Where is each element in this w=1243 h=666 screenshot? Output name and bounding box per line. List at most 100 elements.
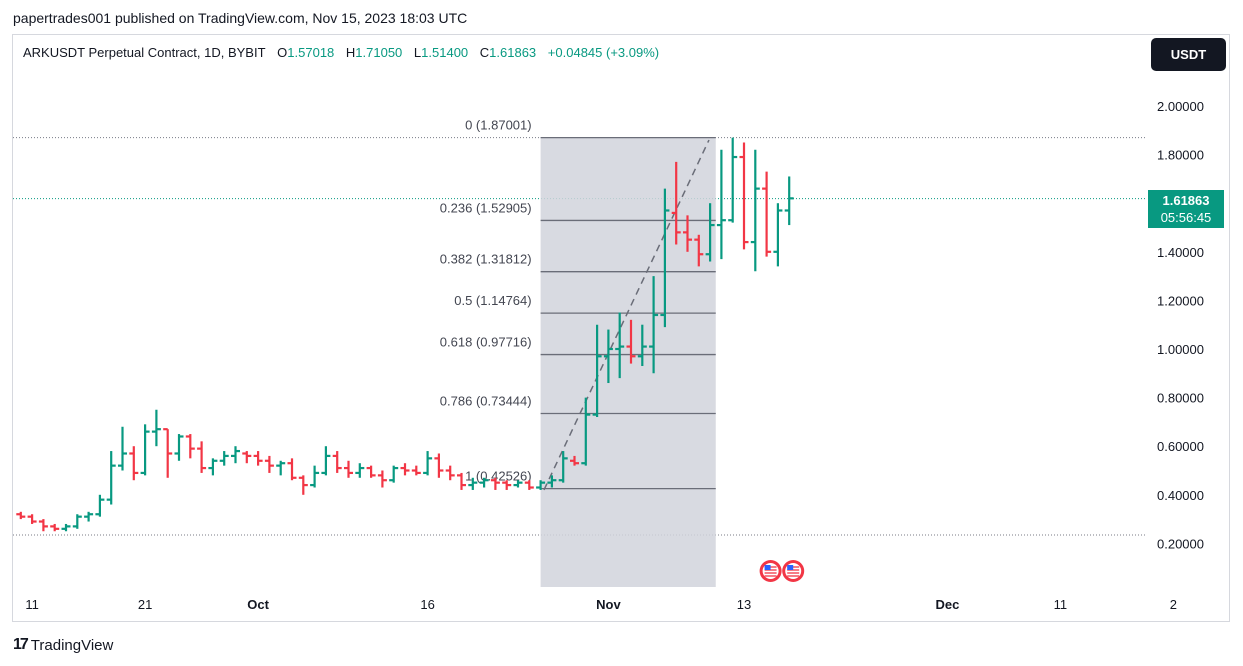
ohlc-bar [615,312,625,379]
y-tick-label: 0.20000 [1157,536,1204,551]
open-label: O [277,45,288,60]
ohlc-bar [310,465,320,488]
tradingview-logo-icon: 17 [13,636,29,653]
ohlc-bar [490,477,500,490]
ohlc-bar [558,451,568,483]
y-tick-label: 2.00000 [1157,99,1204,114]
ohlc-bar [479,477,489,488]
ohlc-bar [50,523,60,532]
ohlc-bar [140,424,150,476]
ohlc-bar [118,426,127,471]
x-tick-label: Oct [247,597,269,612]
low-value: 1.51400 [421,45,469,60]
ohlc-bar [683,215,692,252]
ohlc-bar [16,511,26,520]
y-tick-label: 0.60000 [1157,439,1204,454]
open-value: 1.57018 [287,45,335,60]
ohlc-bar [581,397,591,466]
y-tick-label: 1.40000 [1157,245,1204,260]
ohlc-bar [445,465,455,481]
ohlc-bar [457,472,466,490]
ohlc-bar [72,514,82,529]
fib-zone [540,137,716,587]
high-value: 1.71050 [355,45,403,60]
ohlc-bar [694,234,704,267]
ohlc-bar [626,319,636,364]
flag-canton [764,565,771,570]
ohlc-bar [423,451,433,476]
tradingview-logo[interactable]: 17 TradingView [13,636,113,654]
ohlc-bars [16,137,794,532]
ohlc-bar [750,149,760,272]
x-tick-label: 21 [138,597,152,612]
ohlc-bar [27,514,37,524]
ohlc-bar [649,276,659,374]
x-tick-label: 13 [737,597,751,612]
ohlc-bar [276,460,286,476]
ohlc-bar [536,480,546,490]
flag-canton [787,565,794,570]
ohlc-bar [38,519,48,532]
ohlc-bar [502,480,512,490]
ohlc-bar [151,409,161,447]
x-tick-label: Nov [596,597,621,612]
ohlc-bar [728,137,738,223]
low-label: L [413,45,422,60]
ohlc-bar [762,171,772,257]
ohlc-bar [106,451,116,505]
fib-level-label: 0.786 (0.73444) [440,394,532,409]
us-flag-event-icon [759,560,782,582]
ohlc-bar [355,463,365,478]
ohlc-bar [129,446,139,481]
currency-button[interactable]: USDT [1151,38,1226,71]
change-value: +0.04845 (+3.09%) [547,45,660,60]
ohlc-bar [603,329,613,384]
ohlc-bar [434,453,444,478]
close-label: C [479,45,490,60]
ohlc-bar [344,460,353,478]
ohlc-bar [570,455,579,466]
y-tick-label: 0.80000 [1157,391,1204,406]
bar-countdown: 05:56:45 [1160,210,1212,225]
ohlc-bar [366,465,376,478]
ohlc-bar [400,463,410,476]
ohlc-bar [468,477,478,490]
symbol-name: ARKUSDT Perpetual Contract, 1D, BYBIT [23,45,266,60]
ohlc-bar [592,324,602,418]
x-tick-label: 2 [1170,597,1177,612]
fib-level-label: 1 (0.42526) [465,469,532,484]
x-tick-label: 11 [1054,597,1068,612]
fib-level-label: 0.382 (1.31812) [440,252,532,267]
close-value: 1.61863 [489,45,537,60]
ohlc-bar [705,203,715,262]
y-tick-label: 1.20000 [1157,293,1204,308]
us-flag-event-icon [782,560,805,582]
ohlc-bar [773,203,783,267]
fib-trend-line [543,139,710,491]
ohlc-bar [547,475,557,488]
ohlc-bar [242,451,252,464]
ohlc-bar [231,446,240,464]
ohlc-bar [84,511,94,522]
ohlc-bar [287,458,297,481]
ohlc-bar [95,494,105,517]
ohlc-bar [208,458,218,476]
symbol-legend: ARKUSDT Perpetual Contract, 1D, BYBIT O1… [23,45,667,60]
ohlc-bar [389,465,399,483]
fib-level-label: 0 (1.87001) [465,118,532,133]
ohlc-bar [174,434,184,461]
x-tick-label: 16 [420,597,434,612]
ohlc-bar [332,451,342,473]
fib-level-label: 0.618 (0.97716) [440,335,532,350]
ohlc-bar [264,455,274,473]
x-tick-label: 11 [25,597,39,612]
ohlc-bar [411,465,421,476]
ohlc-bar [671,161,681,245]
y-tick-label: 1.80000 [1157,148,1204,163]
last-price: 1.61863 [1162,193,1210,208]
ohlc-bar [321,446,331,476]
ohlc-bar [197,441,207,473]
ohlc-bar [61,523,71,532]
y-tick-label: 1.00000 [1157,342,1204,357]
